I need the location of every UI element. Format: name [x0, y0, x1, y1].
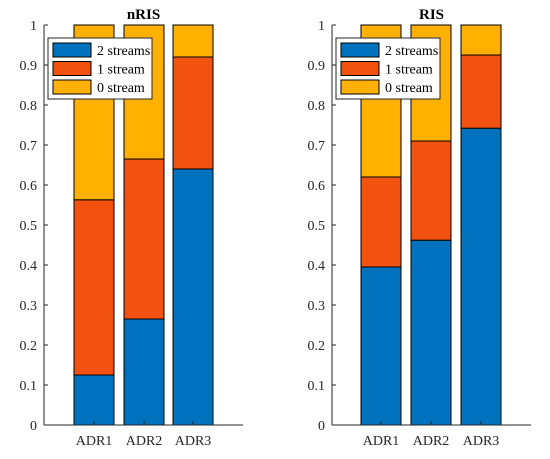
y-tick-label: 0 [318, 419, 325, 434]
legend-label: 0 stream [97, 81, 145, 96]
y-tick-label: 0.7 [20, 139, 38, 154]
legend-label: 2 streams [385, 44, 438, 59]
y-tick-label: 1 [318, 19, 325, 34]
y-tick-label: 0 [30, 419, 37, 434]
bar-adr3-series-2 [172, 24, 214, 58]
bar-adr1-series-0 [360, 266, 402, 426]
x-tick-label: ADR1 [76, 434, 113, 449]
y-tick-label: 0.1 [20, 379, 38, 394]
legend-swatch [52, 42, 92, 58]
x-tick-label: ADR3 [175, 434, 212, 449]
bar-adr3-series-2 [460, 24, 502, 56]
y-tick-label: 0.9 [308, 59, 326, 74]
y-tick-label: 0.8 [308, 99, 326, 114]
bar-adr2-series-0 [410, 239, 452, 426]
bar-adr3-series-1 [172, 56, 214, 170]
bar-adr2-series-0 [123, 318, 165, 426]
chart-panel-0: 0 0.1 0.2 0.3 0.4 0.5 0.6 0.7 0.8 0.9 1 ADR1 ADR2 ADR… [20, 7, 243, 449]
bar-adr1-series-1 [73, 199, 115, 376]
bar-adr3-series-1 [460, 54, 502, 129]
y-tick-label: 0.2 [20, 339, 38, 354]
x-tick-label: ADR1 [363, 434, 400, 449]
bar-adr1-series-1 [360, 176, 402, 268]
bar-adr3-series-0 [460, 127, 502, 426]
legend-swatch [52, 61, 92, 76]
x-tick-label: ADR2 [126, 434, 163, 449]
x-tick-label: ADR3 [463, 434, 500, 449]
y-tick-label: 0.7 [308, 139, 326, 154]
y-tick-label: 0.5 [20, 219, 38, 234]
y-tick-label: 0.6 [308, 179, 326, 194]
y-tick-label: 0.8 [20, 99, 38, 114]
chart-title: nRIS [127, 7, 160, 23]
y-tick-label: 0.3 [20, 299, 38, 314]
y-tick-label: 0.4 [20, 259, 38, 274]
y-tick-label: 0.9 [20, 59, 38, 74]
bar-adr2-series-1 [123, 158, 165, 320]
legend-label: 1 stream [97, 63, 145, 78]
y-tick-label: 1 [30, 19, 37, 34]
legend-label: 1 stream [385, 63, 433, 78]
x-tick-label: ADR2 [413, 434, 450, 449]
y-tick-label: 0.2 [308, 339, 326, 354]
bar-adr2-series-1 [410, 140, 452, 241]
chart-panel-1: 0 0.1 0.2 0.3 0.4 0.5 0.6 0.7 0.8 0.9 1 ADR1 ADR2 ADR… [308, 7, 531, 449]
legend: 2 streams 1 stream 0 stream [47, 37, 153, 100]
legend: 2 streams 1 stream 0 stream [335, 37, 441, 100]
chart-title: RIS [419, 7, 444, 23]
legend-swatch [340, 42, 380, 58]
legend-label: 2 streams [97, 44, 150, 59]
y-tick-label: 0.3 [308, 299, 326, 314]
bar-adr1-series-0 [73, 374, 115, 426]
y-tick-label: 0.4 [308, 259, 326, 274]
legend-swatch [52, 79, 92, 95]
y-tick-label: 0.1 [308, 379, 326, 394]
legend-swatch [340, 61, 380, 76]
bar-adr3-series-0 [172, 168, 214, 426]
legend-label: 0 stream [385, 81, 433, 96]
y-tick-label: 0.6 [20, 179, 38, 194]
y-tick-label: 0.5 [308, 219, 326, 234]
legend-swatch [340, 79, 380, 95]
